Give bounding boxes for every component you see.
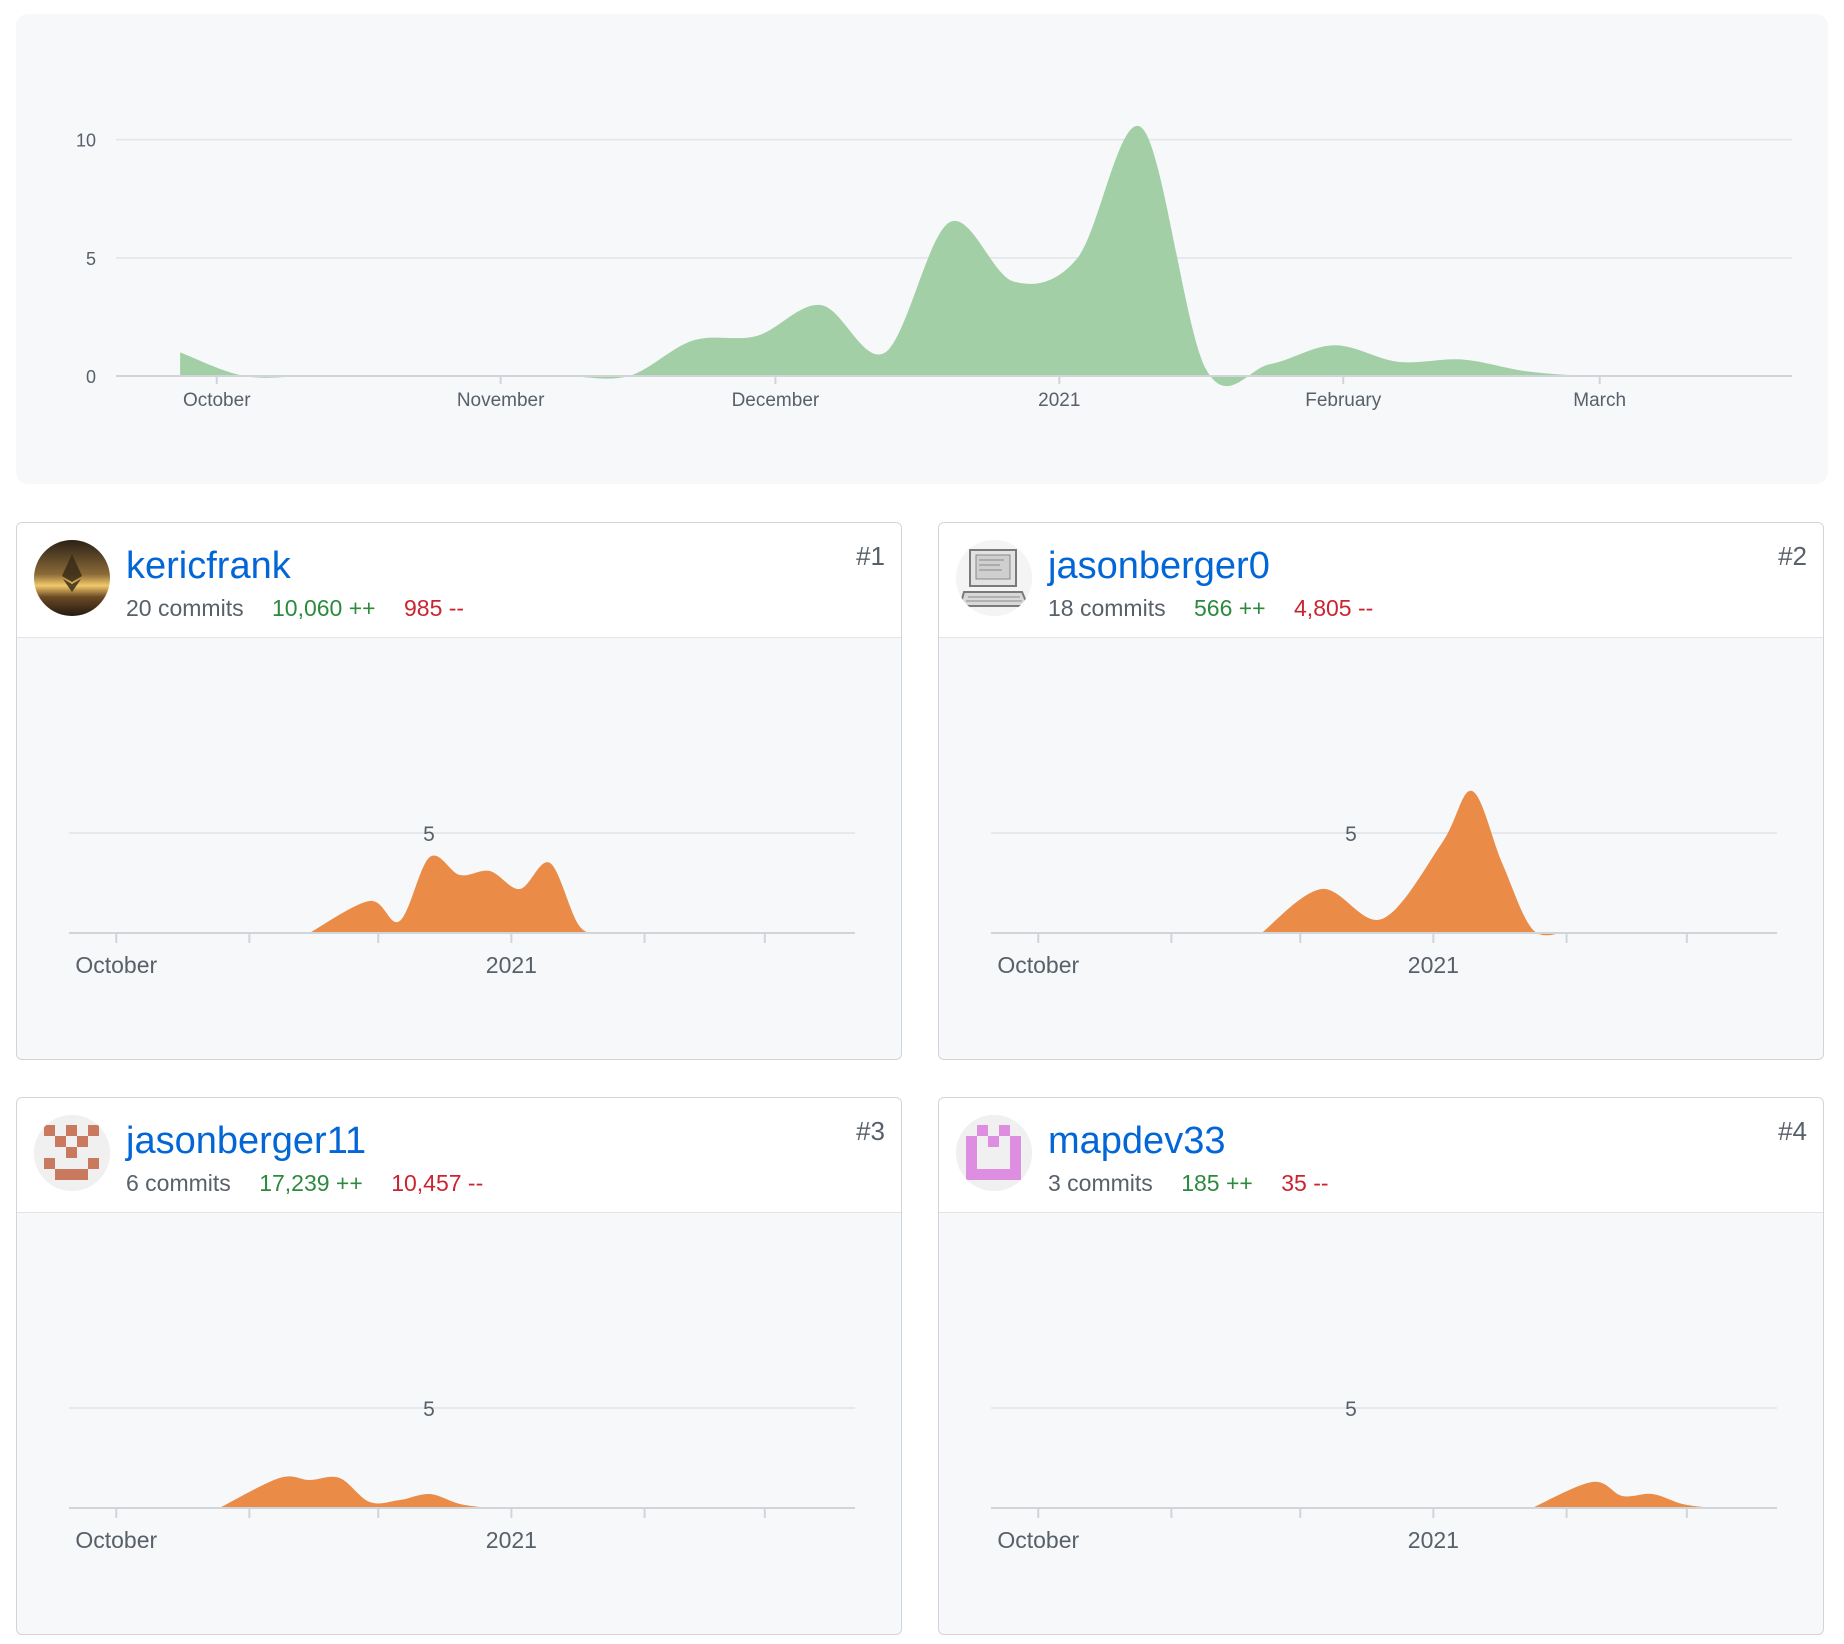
area-series (1532, 1481, 1713, 1508)
contributor-card-header: mapdev33 3 commits 185 ++ 35 -- #4 (939, 1098, 1823, 1213)
area-series (309, 855, 611, 935)
y-tick-label: 5 (423, 1398, 435, 1421)
area-series (1261, 790, 1563, 936)
x-tick-label: February (1305, 390, 1382, 411)
x-tick-label: 2021 (1408, 952, 1459, 978)
x-tick-label: October (997, 952, 1079, 978)
contributor-rank: #2 (1778, 541, 1807, 571)
area-series (180, 125, 1719, 387)
identicon-brown-avatar[interactable] (34, 1115, 110, 1191)
contributor-card-header: jasonberger0 18 commits 566 ++ 4,805 -- … (939, 523, 1823, 638)
commit-count[interactable]: 3 commits (1048, 1170, 1153, 1196)
x-tick-label: 2021 (1038, 390, 1080, 411)
x-tick-label: 2021 (1408, 1527, 1459, 1553)
contributor-card-3: jasonberger11 6 commits 17,239 ++ 10,457… (16, 1097, 902, 1635)
y-tick-label: 5 (423, 823, 435, 846)
x-tick-label: October (183, 390, 251, 411)
area-series (219, 1476, 490, 1508)
y-tick-label: 0 (86, 367, 96, 387)
sunset-ethereum-avatar[interactable] (34, 540, 110, 616)
contributions-overview-chart: 0 5 10 October November December 2021 February M… (16, 14, 1828, 484)
commit-count[interactable]: 20 commits (126, 595, 244, 621)
additions-count: 185 ++ (1181, 1170, 1253, 1196)
x-tick-label: October (997, 1527, 1079, 1553)
x-tick-label: 2021 (486, 1527, 537, 1553)
contributor-rank: #4 (1778, 1116, 1807, 1146)
x-tick-label: November (457, 390, 545, 411)
y-tick-label: 10 (76, 131, 96, 151)
contributor-card-4: mapdev33 3 commits 185 ++ 35 -- #4 5 Octo… (938, 1097, 1824, 1635)
identicon-pink-avatar[interactable] (956, 1115, 1032, 1191)
contributor-rank: #1 (856, 541, 885, 571)
computer-sketch-avatar[interactable] (956, 540, 1032, 616)
contributor-stats: 18 commits 566 ++ 4,805 -- (1048, 593, 1395, 623)
contributor-stats: 6 commits 17,239 ++ 10,457 -- (126, 1168, 505, 1198)
commit-count[interactable]: 18 commits (1048, 595, 1166, 621)
deletions-count: 35 -- (1281, 1170, 1329, 1196)
contributor-stats: 3 commits 185 ++ 35 -- (1048, 1168, 1351, 1198)
contributor-stats: 20 commits 10,060 ++ 985 -- (126, 593, 486, 623)
contributor-username-link[interactable]: jasonberger11 (126, 1120, 367, 1162)
contributor-username-link[interactable]: jasonberger0 (1048, 545, 1270, 587)
x-tick-label: March (1573, 390, 1626, 411)
contributor-area-chart: 5 October 2021 (69, 1398, 855, 1553)
deletions-count: 10,457 -- (391, 1170, 484, 1196)
deletions-count: 985 -- (403, 595, 465, 621)
commit-count[interactable]: 6 commits (126, 1170, 231, 1196)
y-tick-label: 5 (86, 249, 96, 269)
contributor-area-chart: 5 October 2021 (69, 823, 855, 978)
contributor-card-1: kericfrank 20 commits 10,060 ++ 985 -- #… (16, 522, 902, 1060)
overview-area-chart: 0 5 10 October November December 2021 February M… (76, 125, 1792, 411)
contributor-username-link[interactable]: mapdev33 (1048, 1120, 1226, 1162)
y-tick-label: 5 (1345, 823, 1357, 846)
x-tick-label: October (75, 1527, 157, 1553)
additions-count: 566 ++ (1193, 595, 1266, 621)
y-tick-label: 5 (1345, 1398, 1357, 1421)
contributor-username-link[interactable]: kericfrank (126, 545, 291, 587)
contributor-area-chart: 5 October 2021 (991, 790, 1777, 978)
x-tick-label: December (732, 390, 820, 411)
deletions-count: 4,805 -- (1294, 595, 1374, 621)
x-tick-label: 2021 (486, 952, 537, 978)
contributor-card-header: jasonberger11 6 commits 17,239 ++ 10,457… (17, 1098, 901, 1213)
contributor-card-2: jasonberger0 18 commits 566 ++ 4,805 -- … (938, 522, 1824, 1060)
additions-count: 10,060 ++ (271, 595, 376, 621)
contributor-rank: #3 (856, 1116, 885, 1146)
contributor-card-header: kericfrank 20 commits 10,060 ++ 985 -- #… (17, 523, 901, 638)
additions-count: 17,239 ++ (259, 1170, 363, 1196)
contributor-area-chart: 5 October 2021 (991, 1398, 1777, 1553)
x-tick-label: October (75, 952, 157, 978)
